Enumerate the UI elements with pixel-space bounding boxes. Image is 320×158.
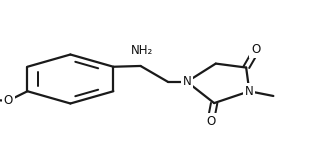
Text: O: O — [206, 115, 216, 128]
Text: O: O — [4, 94, 13, 107]
Text: NH₂: NH₂ — [131, 44, 153, 57]
Text: N: N — [245, 85, 254, 98]
Text: N: N — [183, 75, 191, 88]
Text: O: O — [251, 43, 260, 56]
